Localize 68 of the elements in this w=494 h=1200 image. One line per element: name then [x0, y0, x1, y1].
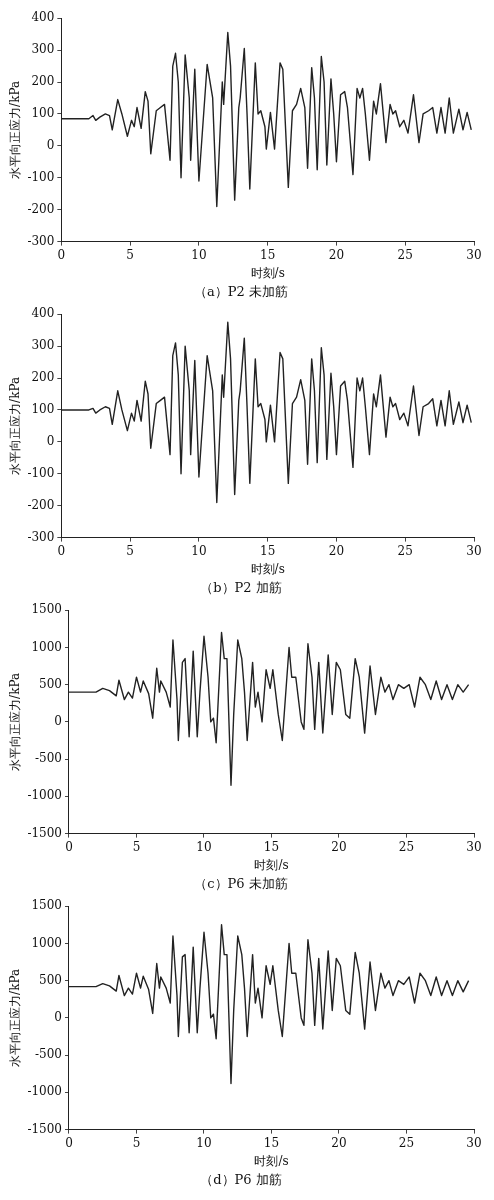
- x-tick-label: 15: [263, 1135, 280, 1150]
- x-axis-title: 时刻/s: [250, 562, 285, 577]
- y-tick-label: 200: [31, 74, 55, 89]
- x-axis-title: 时刻/s: [254, 1154, 289, 1169]
- x-tick-label: 30: [466, 247, 482, 262]
- x-tick-label: 30: [466, 543, 482, 558]
- y-tick-label: 500: [39, 972, 62, 987]
- y-axis-title: 水平向正应力/kPa: [8, 968, 23, 1067]
- x-tick-label: 25: [398, 1135, 415, 1150]
- x-tick-label: 10: [196, 1135, 212, 1150]
- x-tick-label: 15: [263, 839, 280, 854]
- y-tick-label: 1000: [31, 639, 62, 654]
- y-tick-label: -500: [35, 751, 62, 766]
- x-tick-label: 20: [331, 839, 347, 854]
- y-tick-label: 1000: [31, 935, 62, 950]
- x-tick-label: 20: [328, 543, 345, 558]
- y-tick-label: 1500: [31, 898, 62, 913]
- x-tick-label: 10: [191, 247, 207, 262]
- y-tick-label: 300: [31, 338, 55, 353]
- y-tick-label: -1000: [27, 788, 62, 803]
- x-tick-label: 20: [328, 247, 345, 262]
- x-tick-label: 30: [466, 839, 482, 854]
- x-tick-label: 0: [65, 1135, 73, 1150]
- x-tick-label: 0: [65, 839, 73, 854]
- x-tick-label: 5: [126, 247, 134, 262]
- y-tick-label: 200: [31, 370, 55, 385]
- y-tick-label: -200: [27, 497, 55, 512]
- y-tick-label: 500: [39, 676, 62, 691]
- x-axis-title: 时刻/s: [250, 266, 285, 281]
- y-tick-label: -100: [27, 169, 55, 184]
- x-tick-label: 15: [260, 247, 276, 262]
- y-tick-label: -1500: [27, 825, 62, 840]
- x-tick-label: 20: [331, 1135, 347, 1150]
- text: （b）P2 加筋: [200, 579, 282, 595]
- y-tick-label: 300: [31, 42, 55, 57]
- text: （c）P6 未加筋: [194, 875, 288, 891]
- y-tick-label: 400: [31, 306, 55, 321]
- y-tick-label: 0: [54, 1010, 62, 1025]
- x-axis-title: 时刻/s: [254, 858, 289, 873]
- y-tick-label: 0: [54, 714, 62, 729]
- y-tick-label: -200: [27, 201, 55, 216]
- x-tick-label: 5: [132, 839, 141, 854]
- x-tick-label: 10: [191, 543, 207, 558]
- y-tick-label: 100: [31, 402, 55, 417]
- x-tick-label: 5: [132, 1135, 141, 1150]
- x-tick-label: 30: [466, 1135, 482, 1150]
- y-tick-label: 0: [46, 433, 55, 448]
- y-tick-label: -500: [35, 1047, 62, 1062]
- y-tick-label: -300: [27, 529, 55, 544]
- y-axis-title: 水平向正应力/kPa: [8, 80, 23, 179]
- y-axis-title: 水平向正应力/kPa: [8, 376, 23, 475]
- x-tick-label: 25: [398, 839, 415, 854]
- y-tick-label: -1000: [27, 1084, 62, 1099]
- x-tick-label: 15: [260, 543, 276, 558]
- y-tick-label: 400: [31, 10, 55, 25]
- y-tick-label: -1500: [27, 1121, 62, 1136]
- x-tick-label: 25: [397, 543, 413, 558]
- y-tick-label: 0: [46, 137, 55, 152]
- y-axis-title: 水平向正应力/kPa: [8, 672, 23, 771]
- x-tick-label: 25: [397, 247, 413, 262]
- text: （a）P2 未加筋: [194, 283, 288, 299]
- text: （d）P6 加筋: [200, 1171, 282, 1187]
- y-tick-label: -300: [27, 233, 55, 248]
- y-tick-label: 1500: [31, 602, 62, 617]
- x-tick-label: 10: [196, 839, 212, 854]
- y-tick-label: 100: [31, 106, 55, 121]
- y-tick-label: -100: [27, 465, 55, 480]
- x-tick-label: 5: [126, 543, 134, 558]
